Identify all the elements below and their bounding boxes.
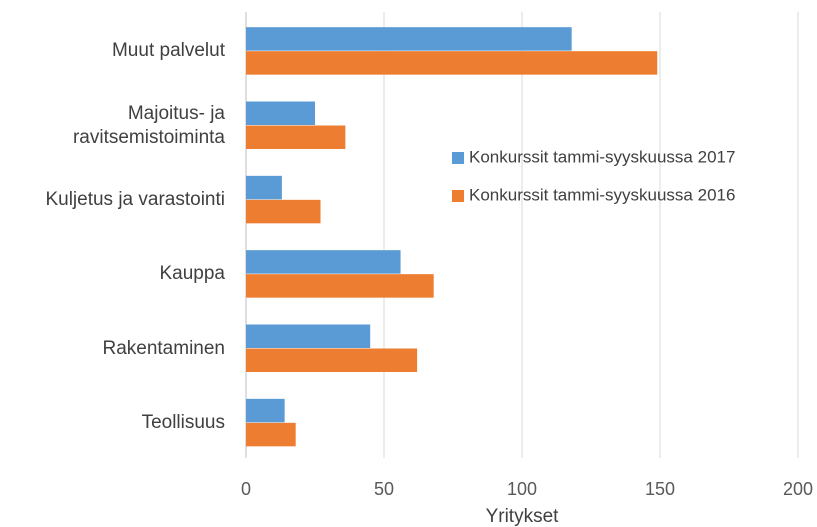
bar [246,422,296,447]
bar [246,274,434,298]
y-tick-label: Majoitus- ja ravitsemistoiminta [72,102,225,148]
y-tick-label: Rakentaminen [102,337,225,359]
legend-swatch [452,152,464,164]
legend-swatch [452,190,464,202]
legend-label: Konkurssit tammi-syyskuussa 2016 [469,185,735,204]
bar [246,175,282,200]
y-tick-label: Muut palvelut [111,40,225,62]
bar [246,101,315,125]
bar [246,398,285,423]
x-tick-label: 150 [645,479,675,499]
x-tick-label: 0 [241,479,251,499]
x-axis-title: Yritykset [486,506,560,527]
bar [246,250,401,274]
bar [246,125,346,149]
x-tick-label: 200 [783,479,813,499]
x-tick-label: 100 [507,479,537,499]
y-tick-label: Kauppa [159,263,225,285]
y-tick-label: Teollisuus [141,411,225,433]
y-tick-label: Kuljetus ja varastointi [45,188,225,210]
x-tick-label: 50 [374,479,394,499]
bar [246,324,371,348]
legend-label: Konkurssit tammi-syyskuussa 2017 [469,147,735,166]
bar [246,27,572,51]
bar [246,348,418,372]
bar [246,51,658,75]
bar [246,199,321,224]
